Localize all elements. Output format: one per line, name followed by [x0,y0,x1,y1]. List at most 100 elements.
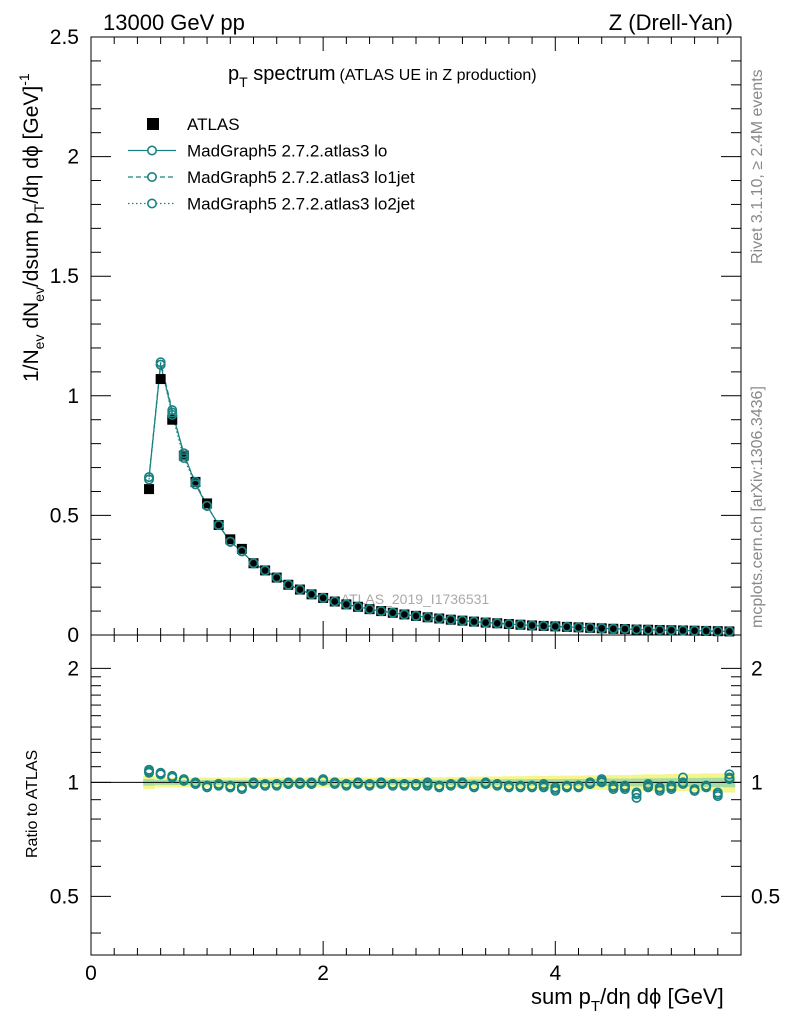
data-point [294,584,305,595]
plot-title: pT spectrum (ATLAS UE in Z production) [228,63,537,90]
mc-ratio-point [550,782,561,793]
mc-point [689,625,700,636]
data-point [422,612,433,623]
mc-point [167,409,178,420]
data-point [631,624,642,635]
mc-ratio-point [352,777,363,788]
mc-point [701,625,712,636]
x-axis-label: sum pT/dη dϕ [GeV] [531,984,724,1015]
legend-marker-data [147,118,159,130]
mc-ratio-point [724,769,735,780]
data-point [596,623,607,634]
data-point [387,607,398,618]
mc-ratio-point [515,782,526,793]
data-point [329,596,340,607]
mc-ratio-point [573,780,584,791]
data-point [457,615,468,626]
data-point [701,625,712,636]
mc-point [527,620,538,631]
mc-point [666,625,677,636]
mc-point [596,623,607,634]
mc-point [643,624,654,635]
rivet-label: Rivet 3.1.10, ≥ 2.4M events [749,69,766,264]
mc-ratio-point [666,780,677,791]
y-tick-label-bottom: 1 [67,771,79,794]
x-tick-label: 4 [549,962,561,985]
data-point [619,624,630,635]
data-point [155,374,166,385]
data-point [213,519,224,530]
data-point [492,618,503,629]
mc-point [469,616,480,627]
data-point [306,589,317,600]
mc-ratio-point [248,779,259,790]
mc-ratio-point [619,784,630,795]
y-tick-label-bottom: 0.5 [50,885,79,908]
mc-ratio-point [643,782,654,793]
data-point [318,592,329,603]
legend-label: MadGraph5 2.7.2.atlas3 lo1jet [187,168,415,187]
data-point [445,614,456,625]
mc-point [329,596,340,607]
tick-labels: 0 2 4 0 0.5 1 1.5 2 2.5 0.5 0.5 1 1 2 2 [50,26,780,985]
mc-ratio-point [457,779,468,790]
header-left: 13000 GeV pp [103,10,245,35]
legend-marker-mc [147,172,158,183]
mc-ratio-point [527,780,538,791]
mc-point [318,592,329,603]
mc-ratio-point [619,780,630,791]
data-point [608,623,619,634]
mc-ratio-point [631,789,642,800]
mc-ratio-point [480,779,491,790]
mc-ratio-point [167,772,178,783]
mc-point [573,622,584,633]
mc-point [352,601,363,612]
data-point [399,609,410,620]
mc-point [341,599,352,610]
mc-point [376,606,387,617]
data-points [144,374,735,637]
data-point [202,498,213,509]
y-tick-label-top: 1.5 [50,265,79,288]
mc-point [283,579,294,590]
mc-ratio-point [666,784,677,795]
mc-ratio-point [422,780,433,791]
legend: ATLAS MadGraph5 2.7.2.atlas3 lo MadGraph5 … [128,115,415,214]
data-point [561,621,572,632]
mc-ratio-point [225,780,236,791]
legend-label: ATLAS [187,115,240,134]
data-point [550,621,561,632]
mc-ratio-point [271,780,282,791]
mc-ratio-point [144,767,155,778]
data-point [364,604,375,615]
mc-point [410,610,421,621]
data-point [341,599,352,610]
legend-marker-mc [147,145,158,156]
axis-ticks [90,36,742,955]
mc-point [503,618,514,629]
data-point [643,624,654,635]
y-axis-label-top: 1/Nev dNev/dsum pT/dη dϕ [GeV]-1 [16,73,47,382]
mc-ratio-point [236,782,247,793]
mc-ratio-point [341,779,352,790]
mc-point [631,624,642,635]
mc-ratio-point [283,779,294,790]
data-point [689,625,700,636]
mc-ratio-point [677,772,688,783]
y-axis-label-bottom: Ratio to ATLAS [24,750,41,858]
data-point [712,626,723,637]
mc-point [236,546,247,557]
y-tick-label-bottom-right: 1 [751,771,763,794]
mc-ratio-point [596,775,607,786]
mc-ratio-point [469,780,480,791]
mc-ratio-point [712,787,723,798]
mc-ratio-point [631,792,642,803]
data-point [178,450,189,461]
data-point [411,610,421,621]
mc-point [399,609,410,620]
mc-ratio-point [387,779,398,790]
mc-ratio-point [538,782,549,793]
header-right: Z (Drell-Yan) [609,10,733,35]
mc-ratio-point [724,774,735,785]
